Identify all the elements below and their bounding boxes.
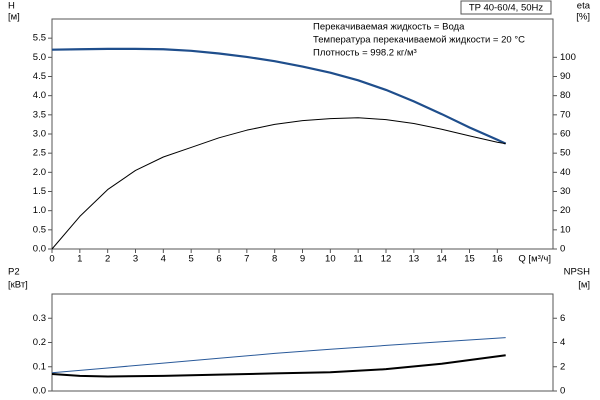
y-tick-label: 1.5 xyxy=(33,186,46,197)
info-line: Плотность = 998.2 кг/м³ xyxy=(313,48,417,59)
y2-tick-label: 30 xyxy=(560,186,571,197)
y2-tick-label: 20 xyxy=(560,205,571,216)
x-tick-label: 11 xyxy=(353,254,363,265)
y2-tick-label: 60 xyxy=(560,129,571,140)
x-tick-label: 16 xyxy=(492,254,503,265)
y2-axis-label: NPSH xyxy=(564,267,591,278)
chart-title: TP 40-60/4, 50Hz xyxy=(469,3,544,14)
x-tick-label: 6 xyxy=(216,254,221,265)
y2-tick-label: 2 xyxy=(560,361,565,372)
x-tick-label: 9 xyxy=(300,254,305,265)
y-tick-label: 4.0 xyxy=(33,90,46,101)
x-tick-label: 7 xyxy=(244,254,249,265)
y2-tick-label: 90 xyxy=(560,71,571,82)
y-tick-label: 3.5 xyxy=(33,109,46,120)
y2-tick-label: 80 xyxy=(560,90,571,101)
y-tick-label: 0.0 xyxy=(33,244,46,255)
y2-axis-label: [м] xyxy=(578,280,590,291)
y-axis-label: [кВт] xyxy=(8,280,28,291)
y2-tick-label: 100 xyxy=(560,52,576,63)
x-tick-label: 5 xyxy=(189,254,194,265)
curve xyxy=(51,354,506,378)
x-axis-label: Q [м³/ч] xyxy=(518,254,551,265)
curve xyxy=(51,337,506,374)
y2-axis-label: [%] xyxy=(576,12,590,23)
y-axis-label: [м] xyxy=(8,12,20,23)
curve xyxy=(51,117,506,250)
y-tick-label: 5.0 xyxy=(33,52,46,63)
y-tick-label: 0.0 xyxy=(33,386,46,397)
x-tick-label: 10 xyxy=(325,254,336,265)
curve xyxy=(51,47,507,145)
info-line: Перекачиваемая жидкость = Вода xyxy=(313,22,465,33)
x-tick-label: 0 xyxy=(49,254,54,265)
y-tick-label: 0.5 xyxy=(33,224,46,235)
x-tick-label: 4 xyxy=(161,254,166,265)
x-tick-label: 14 xyxy=(436,254,447,265)
y2-axis-label: eta xyxy=(577,1,591,12)
y2-tick-label: 70 xyxy=(560,109,571,120)
info-line: Температура перекачиваемой жидкости = 20… xyxy=(313,35,525,46)
y2-tick-label: 4 xyxy=(560,337,565,348)
y-axis-label: H xyxy=(8,1,15,12)
x-tick-label: 2 xyxy=(105,254,110,265)
y2-tick-label: 6 xyxy=(560,313,565,324)
x-tick-label: 8 xyxy=(272,254,277,265)
y2-tick-label: 10 xyxy=(560,224,571,235)
x-tick-label: 12 xyxy=(381,254,392,265)
x-tick-label: 15 xyxy=(464,254,475,265)
y-tick-label: 4.5 xyxy=(33,71,46,82)
y-tick-label: 5.5 xyxy=(33,33,46,44)
y-tick-label: 1.0 xyxy=(33,205,46,216)
title-box xyxy=(460,0,552,15)
y2-tick-label: 0 xyxy=(560,244,565,255)
y-tick-label: 0.2 xyxy=(33,337,46,348)
x-tick-label: 13 xyxy=(409,254,420,265)
y-tick-label: 2.0 xyxy=(33,167,46,178)
x-tick-label: 1 xyxy=(77,254,82,265)
y-tick-label: 3.0 xyxy=(33,129,46,140)
y2-tick-label: 0 xyxy=(560,386,565,397)
y-tick-label: 2.5 xyxy=(33,148,46,159)
plot-frame xyxy=(51,18,554,250)
y-tick-label: 0.1 xyxy=(33,361,46,372)
y2-tick-label: 50 xyxy=(560,148,571,159)
y-axis-label: P2 xyxy=(8,267,20,278)
y-tick-label: 0.3 xyxy=(33,313,46,324)
y2-tick-label: 40 xyxy=(560,167,571,178)
x-tick-label: 3 xyxy=(133,254,138,265)
